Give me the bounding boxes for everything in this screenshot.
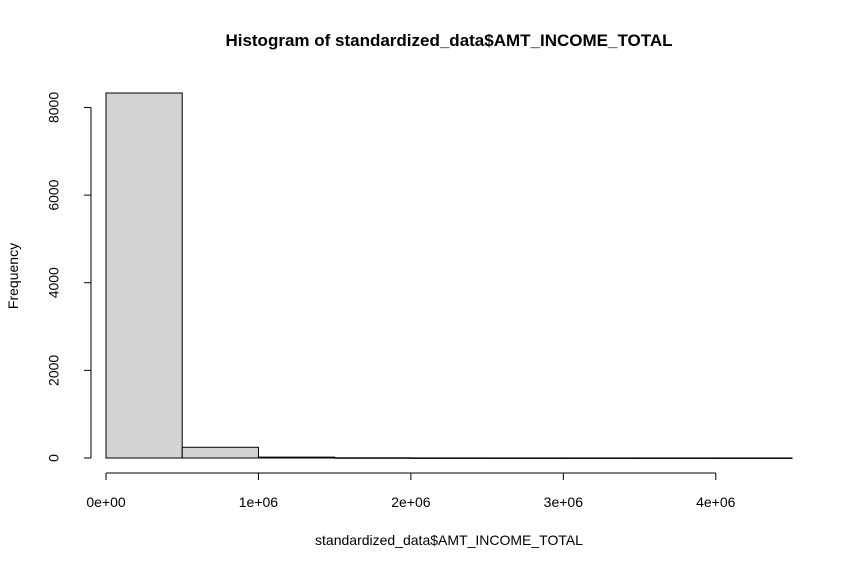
x-tick-label-0: 0e+00 <box>86 494 126 510</box>
histogram-bar-7 <box>562 457 641 459</box>
histogram-bar-4 <box>334 457 412 459</box>
x-axis: 0e+00 1e+06 2e+06 3e+06 4e+06 <box>86 472 736 510</box>
y-tick-label-3: 6000 <box>46 179 62 210</box>
histogram-bar-3 <box>257 456 336 459</box>
y-tick-label-0: 0 <box>46 454 62 462</box>
y-tick-label-1: 2000 <box>46 355 62 386</box>
histogram-bar-2 <box>181 446 259 459</box>
x-tick-label-2: 2e+06 <box>391 494 431 510</box>
y-axis-label: Frequency <box>5 243 21 309</box>
histogram-bar-9 <box>715 457 793 459</box>
x-tick-label-4: 4e+06 <box>696 494 736 510</box>
histogram-bar-8 <box>639 457 717 459</box>
x-tick-label-1: 1e+06 <box>239 494 279 510</box>
y-axis: 0 2000 4000 6000 8000 <box>46 92 92 462</box>
y-tick-label-2: 4000 <box>46 267 62 298</box>
histogram-bar-5 <box>410 457 488 459</box>
bars-group <box>105 92 793 459</box>
x-tick-label-3: 3e+06 <box>544 494 584 510</box>
y-tick-label-4: 8000 <box>46 92 62 123</box>
histogram-bar-6 <box>486 457 564 459</box>
x-axis-label: standardized_data$AMT_INCOME_TOTAL <box>315 532 583 548</box>
histogram-bar-1 <box>105 92 183 459</box>
chart-title: Histogram of standardized_data$AMT_INCOM… <box>225 31 672 50</box>
